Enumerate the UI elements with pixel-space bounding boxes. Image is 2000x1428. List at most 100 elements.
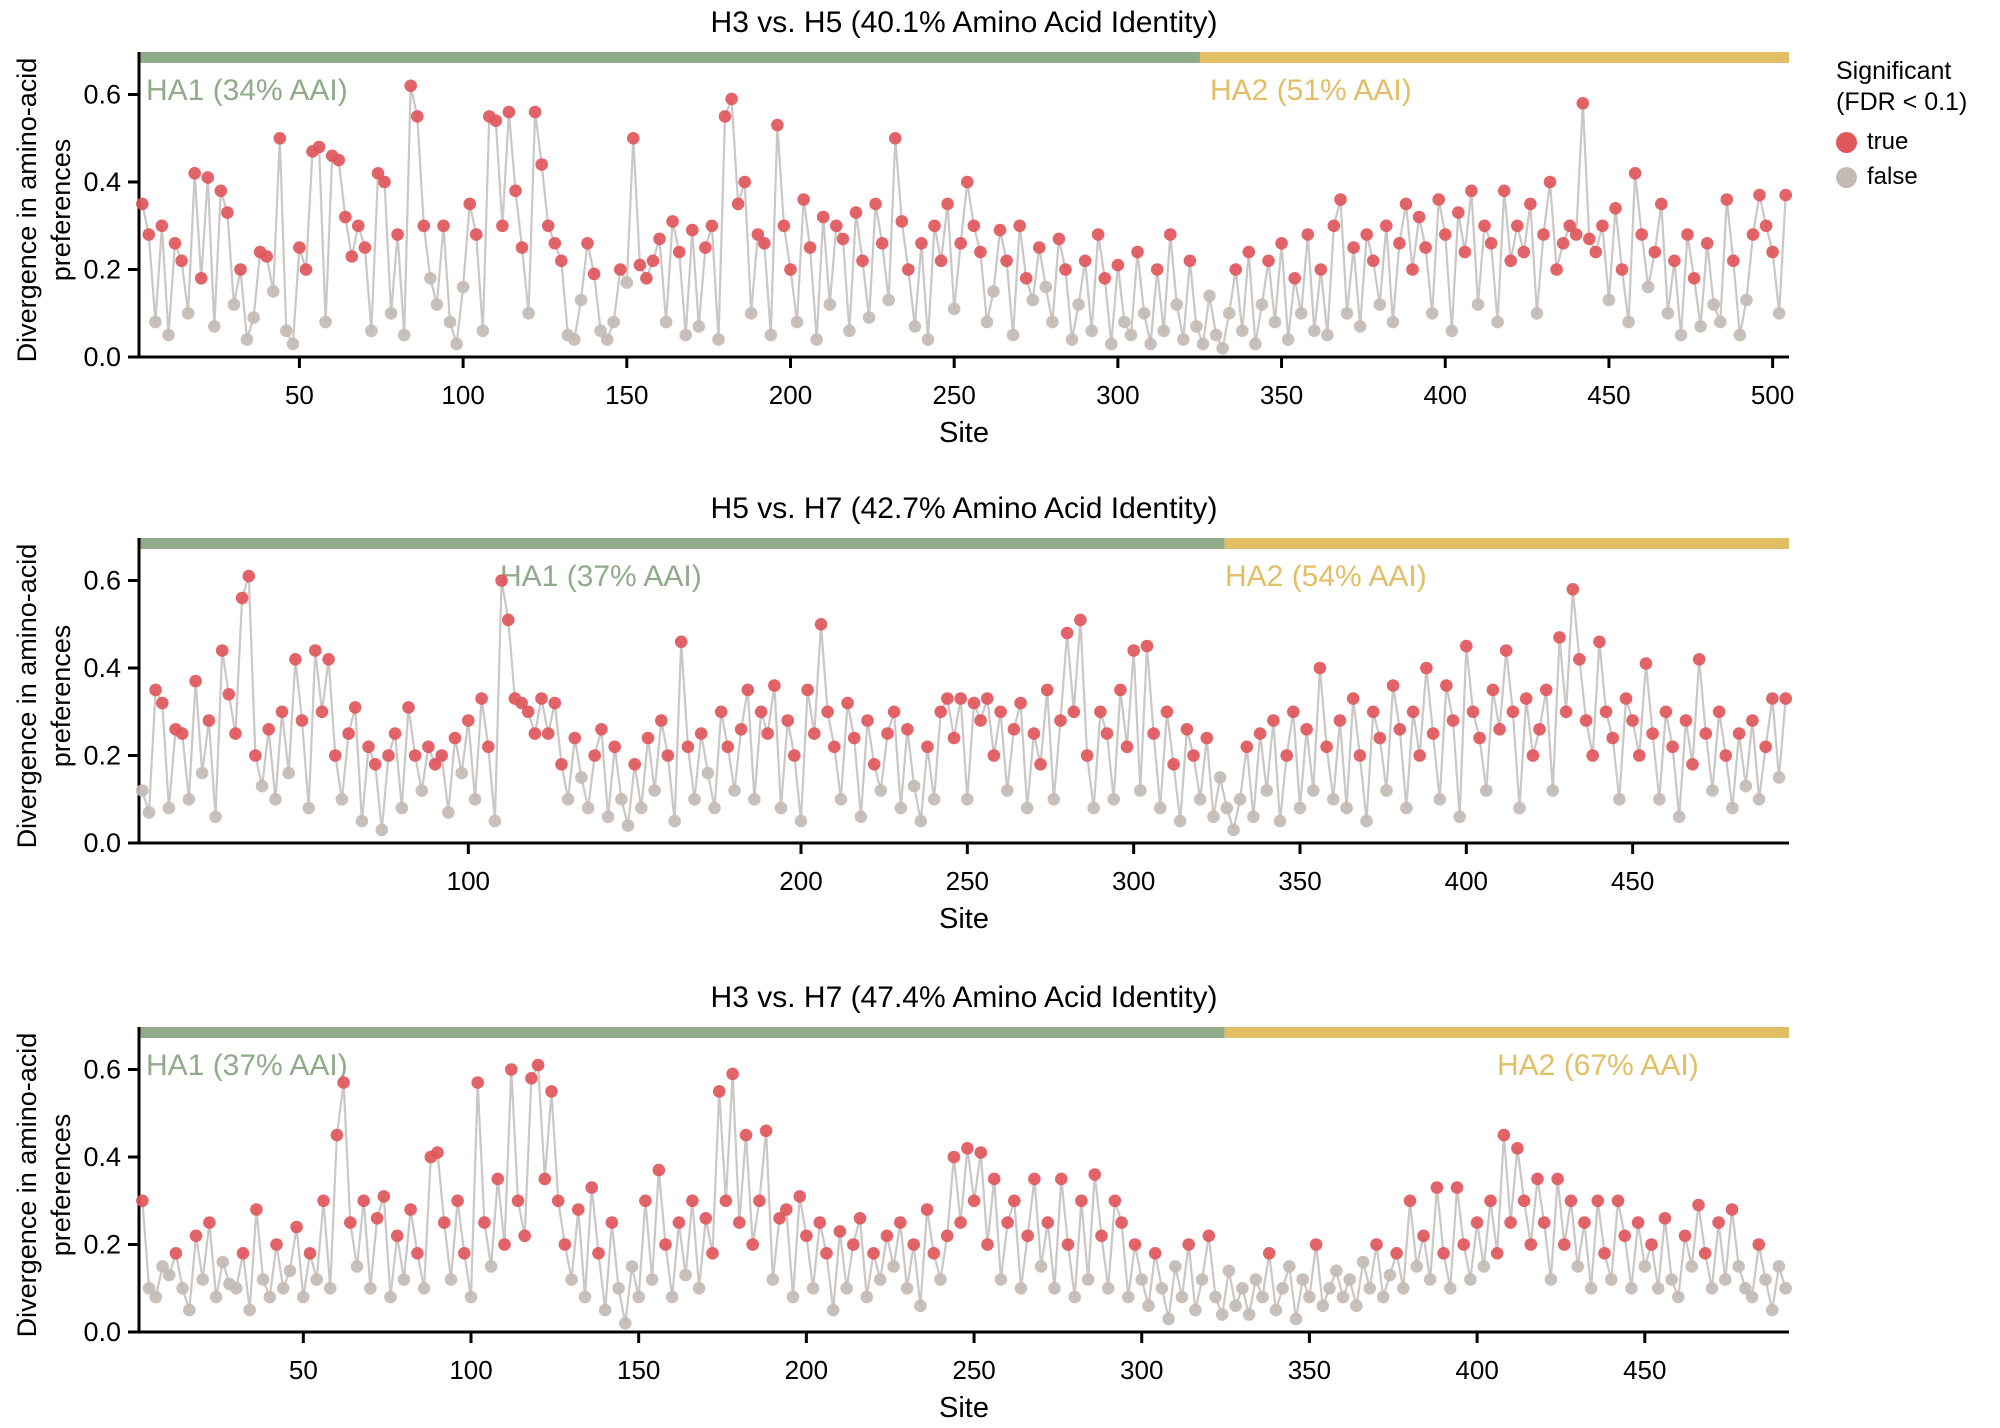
point-significant xyxy=(541,219,555,233)
point-significant xyxy=(705,219,719,233)
point-not-significant xyxy=(947,302,961,316)
point-significant xyxy=(1412,210,1426,224)
point-not-significant xyxy=(1740,293,1753,307)
point-significant xyxy=(1699,727,1713,740)
point-not-significant xyxy=(1209,1290,1222,1304)
point-not-significant xyxy=(1772,307,1786,320)
point-not-significant xyxy=(1154,801,1167,815)
point-significant xyxy=(189,1229,203,1243)
point-not-significant xyxy=(1423,1273,1437,1286)
point-not-significant xyxy=(1444,1282,1457,1295)
point-significant xyxy=(299,263,313,276)
point-not-significant xyxy=(1273,814,1287,828)
x-tick-label: 350 xyxy=(1278,866,1321,896)
point-significant xyxy=(1499,644,1513,657)
point-not-significant xyxy=(335,793,349,806)
point-significant xyxy=(1668,254,1681,268)
point-not-significant xyxy=(908,320,922,333)
point-significant xyxy=(686,223,699,237)
point-not-significant xyxy=(1072,298,1085,311)
point-not-significant xyxy=(1477,1260,1491,1273)
point-not-significant xyxy=(1107,793,1120,806)
point-significant xyxy=(1313,661,1327,675)
point-significant xyxy=(201,171,215,184)
point-not-significant xyxy=(1249,1273,1263,1286)
point-not-significant xyxy=(384,1290,397,1304)
point-significant xyxy=(1686,758,1699,771)
point-not-significant xyxy=(1613,793,1626,806)
point-not-significant xyxy=(488,814,502,828)
point-significant xyxy=(1484,237,1498,250)
point-significant xyxy=(1506,705,1520,719)
point-significant xyxy=(498,1238,511,1251)
point-significant xyxy=(1725,1203,1739,1216)
point-not-significant xyxy=(862,311,876,324)
point-significant xyxy=(339,210,352,224)
point-significant xyxy=(1399,197,1413,211)
point-significant xyxy=(1131,245,1144,259)
point-significant xyxy=(428,758,442,771)
point-significant xyxy=(156,696,169,710)
point-significant xyxy=(1253,727,1267,740)
point-significant xyxy=(1183,254,1197,268)
point-significant xyxy=(781,714,794,727)
point-not-significant xyxy=(1046,315,1059,329)
point-significant xyxy=(1579,714,1593,727)
point-significant xyxy=(828,740,841,754)
point-not-significant xyxy=(365,324,378,338)
point-significant xyxy=(1537,1216,1551,1229)
point-not-significant xyxy=(701,766,715,780)
legend-swatch-false-icon xyxy=(1836,166,1857,188)
point-significant xyxy=(229,727,242,740)
point-significant xyxy=(981,692,994,705)
point-significant xyxy=(1370,1238,1383,1251)
point-not-significant xyxy=(914,814,928,828)
point-not-significant xyxy=(256,1273,270,1286)
point-significant xyxy=(1111,258,1125,272)
point-not-significant xyxy=(1445,324,1459,338)
point-significant xyxy=(1712,1216,1725,1229)
point-not-significant xyxy=(744,307,758,320)
point-significant xyxy=(1511,219,1524,233)
chart-panel-h3-h7: H3 vs. H7 (47.4% Amino Acid Identity) HA1… xyxy=(83,981,1792,1424)
y-tick-label: 0.6 xyxy=(83,566,121,596)
point-significant xyxy=(448,731,462,745)
point-not-significant xyxy=(397,1273,411,1286)
x-tick-label: 200 xyxy=(785,1355,828,1385)
point-not-significant xyxy=(1373,298,1387,311)
point-significant xyxy=(1055,1172,1068,1186)
x-tick-label: 400 xyxy=(1445,866,1488,896)
point-not-significant xyxy=(1293,801,1307,815)
point-significant xyxy=(1593,635,1606,649)
point-significant xyxy=(592,1247,605,1260)
point-not-significant xyxy=(364,1282,377,1295)
point-not-significant xyxy=(1672,1290,1685,1304)
point-significant xyxy=(1719,749,1733,762)
point-significant xyxy=(1419,241,1432,254)
point-significant xyxy=(1655,197,1668,211)
point-significant xyxy=(371,167,385,180)
point-significant xyxy=(469,228,483,241)
point-significant xyxy=(754,705,768,719)
x-tick-label: 350 xyxy=(1260,380,1303,410)
point-not-significant xyxy=(1135,1273,1148,1286)
point-not-significant xyxy=(282,766,296,780)
point-significant xyxy=(422,740,435,754)
point-not-significant xyxy=(1772,771,1786,784)
point-significant xyxy=(262,723,276,736)
legend-title: Significant (FDR < 0.1) xyxy=(1836,56,1998,118)
point-not-significant xyxy=(430,298,444,311)
point-significant xyxy=(1033,241,1046,254)
point-significant xyxy=(290,1220,303,1234)
legend-items: true false xyxy=(1836,128,1998,191)
point-significant xyxy=(801,683,814,697)
point-significant xyxy=(1519,692,1533,705)
point-significant xyxy=(1666,740,1679,754)
point-significant xyxy=(1732,727,1746,740)
point-not-significant xyxy=(350,1260,364,1273)
ha1-label: HA1 (37% AAI) xyxy=(500,560,702,593)
point-significant xyxy=(1517,245,1531,259)
point-significant xyxy=(1639,657,1653,670)
point-significant xyxy=(1406,705,1420,719)
point-significant xyxy=(1524,1238,1538,1251)
